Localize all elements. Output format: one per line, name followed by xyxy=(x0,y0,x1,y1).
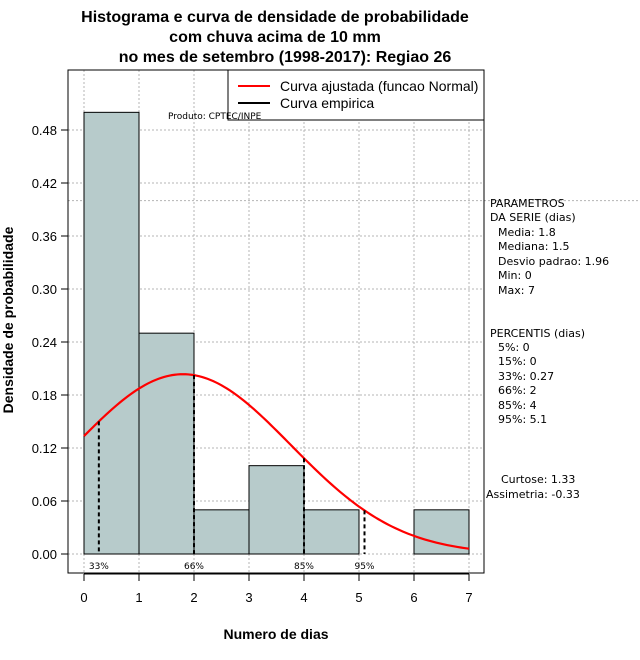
histogram-bar-4 xyxy=(303,509,360,555)
percentil-33: 33%: 0.27 xyxy=(498,370,554,383)
y-tick-label-4: 0.24 xyxy=(32,335,57,350)
x-tick-label-4: 4 xyxy=(300,590,307,605)
percentil-66: 66%: 2 xyxy=(498,384,537,397)
y-tick-label-1: 0.06 xyxy=(32,494,57,509)
assimetria: Assimetria: -0.33 xyxy=(486,488,580,501)
side-panel: PARAMETROS DA SERIE (dias) Media: 1.8 Me… xyxy=(486,197,609,501)
percentile-markers: 33% 66% 85% 95% xyxy=(89,375,375,572)
histogram-bar-3 xyxy=(248,465,305,555)
y-axis: 0.00 0.06 0.12 0.18 0.24 0.30 0.36 0.42 0.48 xyxy=(32,123,69,562)
x-axis: 0 1 2 3 4 5 6 7 xyxy=(80,573,473,605)
param-max: Max: 7 xyxy=(498,284,535,297)
normal-curve xyxy=(83,373,470,550)
percentile-label-2: 85% xyxy=(294,562,314,572)
param-min: Min: 0 xyxy=(498,269,532,282)
chart-title-line-2: com chuva acima de 10 mm xyxy=(169,29,381,46)
percentil-85: 85%: 4 xyxy=(498,399,537,412)
histogram-bar-0 xyxy=(83,111,140,555)
percentile-label-1: 66% xyxy=(184,562,204,572)
x-tick-label-5: 5 xyxy=(355,590,362,605)
percentis-title: PERCENTIS (dias) xyxy=(490,327,585,340)
y-axis-label: Densidade de probabilidade xyxy=(0,226,16,413)
x-tick-label-7: 7 xyxy=(465,590,472,605)
y-tick-label-8: 0.48 xyxy=(32,123,57,138)
legend-label-empirica: Curva empirica xyxy=(280,95,374,111)
percentil-15: 15%: 0 xyxy=(498,355,537,368)
credit-label: Produto: CPTEC/INPE xyxy=(168,112,262,122)
param-media: Media: 1.8 xyxy=(498,226,556,239)
y-tick-label-3: 0.18 xyxy=(32,388,57,403)
x-tick-label-1: 1 xyxy=(135,590,142,605)
y-tick-label-0: 0.00 xyxy=(32,547,57,562)
legend: Curva ajustada (funcao Normal) Curva emp… xyxy=(227,69,485,121)
x-axis-label: Numero de dias xyxy=(223,626,328,642)
percentil-5: 5%: 0 xyxy=(498,341,530,354)
histogram-bars xyxy=(83,111,470,555)
legend-label-normal: Curva ajustada (funcao Normal) xyxy=(280,78,478,94)
legend-box xyxy=(227,69,485,121)
x-tick-label-6: 6 xyxy=(410,590,417,605)
y-tick-label-7: 0.42 xyxy=(32,176,57,191)
y-tick-label-2: 0.12 xyxy=(32,441,57,456)
x-tick-label-3: 3 xyxy=(245,590,252,605)
y-tick-label-6: 0.36 xyxy=(32,229,57,244)
percentile-label-0: 33% xyxy=(89,562,109,572)
param-desvio: Desvio padrao: 1.96 xyxy=(498,255,609,268)
histogram-bar-1 xyxy=(138,332,195,555)
y-tick-label-5: 0.30 xyxy=(32,282,57,297)
chart-title-line-1: Histograma e curva de densidade de proba… xyxy=(81,9,469,26)
histogram-bar-2 xyxy=(193,509,250,555)
x-tick-label-0: 0 xyxy=(80,590,87,605)
x-tick-label-2: 2 xyxy=(190,590,197,605)
percentile-label-3: 95% xyxy=(354,562,374,572)
curtose: Curtose: 1.33 xyxy=(501,473,575,486)
parametros-title-1: PARAMETROS xyxy=(490,197,565,210)
param-mediana: Mediana: 1.5 xyxy=(498,240,569,253)
percentil-95: 95%: 5.1 xyxy=(498,413,547,426)
parametros-title-2: DA SERIE (dias) xyxy=(490,211,576,224)
chart-title-line-3: no mes de setembro (1998-2017): Regiao 2… xyxy=(119,49,452,66)
